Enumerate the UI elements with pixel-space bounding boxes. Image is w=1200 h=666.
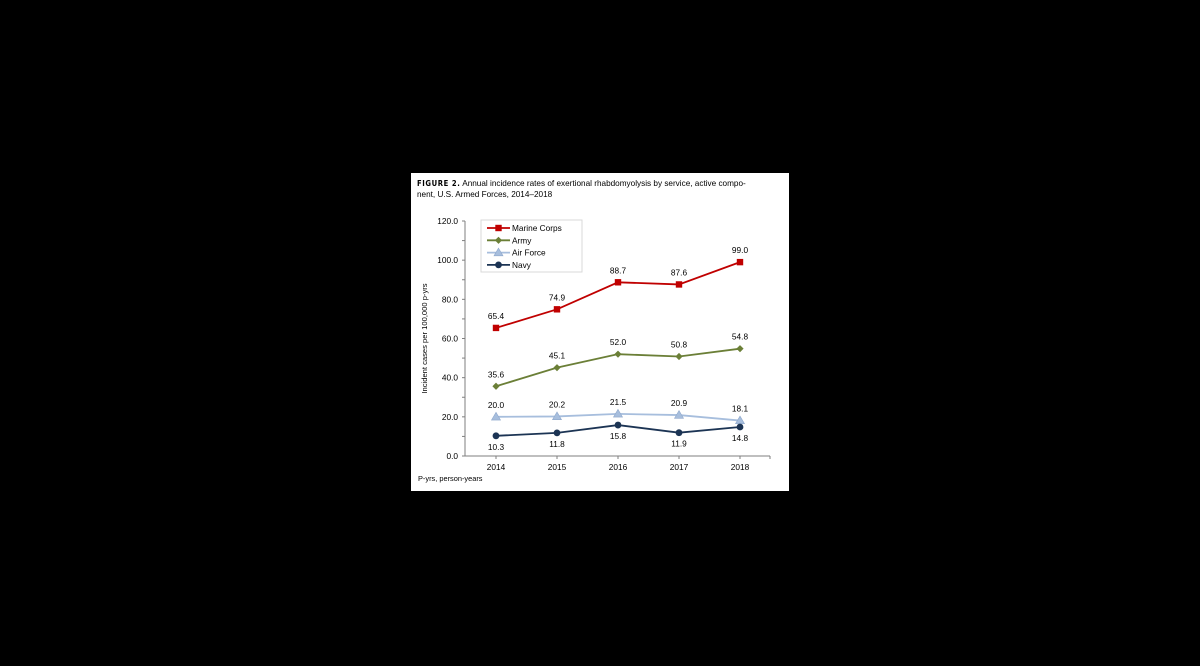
axes: 0.0 20.0 40.0 60.0 80.0 100.0 120.0 2014 2015 201…	[420, 216, 771, 472]
data-label: 65.4	[488, 311, 505, 321]
x-tick-label: 2015	[548, 462, 567, 472]
y-tick-label: 20.0	[442, 412, 459, 422]
y-tick-label: 120.0	[437, 216, 458, 226]
data-label: 20.9	[671, 398, 688, 408]
data-label: 20.0	[488, 400, 505, 410]
x-tick-label: 2014	[487, 462, 506, 472]
data-label: 74.9	[549, 292, 566, 302]
caption-line-1: Annual incidence rates of exertional rha…	[460, 179, 746, 188]
legend-label: Navy	[512, 260, 532, 270]
data-label: 45.1	[549, 351, 566, 361]
legend-item-marine-corps: Marine Corps	[487, 223, 562, 233]
legend-item-navy: Navy	[487, 260, 532, 270]
y-tick-label: 40.0	[442, 373, 459, 383]
data-label: 10.3	[488, 442, 505, 452]
y-tick-label: 100.0	[437, 255, 458, 265]
y-tick-label: 80.0	[442, 294, 459, 304]
legend: Marine Corps Army Air Force Navy	[480, 219, 583, 273]
figure-label: FIGURE 2.	[417, 179, 461, 188]
y-tick-label: 0.0	[446, 451, 458, 461]
data-label: 54.8	[732, 332, 749, 342]
data-label: 99.0	[732, 245, 749, 255]
data-label: 20.2	[549, 399, 566, 409]
legend-label: Army	[512, 235, 532, 245]
data-label: 11.9	[671, 439, 687, 449]
data-label: 88.7	[610, 265, 627, 275]
series-marine-corps: 65.4 74.9 88.7 87.6 99.0	[488, 245, 749, 332]
data-label: 11.8	[549, 439, 565, 449]
caption-line-2: nent, U.S. Armed Forces, 2014–2018	[417, 190, 553, 199]
x-tick-label: 2017	[670, 462, 689, 472]
legend-label: Marine Corps	[512, 223, 562, 233]
data-label: 50.8	[671, 340, 688, 350]
legend-item-air-force: Air Force	[487, 247, 546, 258]
y-axis-label: Incident cases per 100,000 p-yrs	[420, 283, 429, 393]
figure-panel: FIGURE 2. Annual incidence rates of exer…	[411, 173, 789, 491]
legend-item-army: Army	[487, 235, 532, 245]
y-tick-label: 60.0	[442, 334, 459, 344]
data-label: 52.0	[610, 337, 627, 347]
data-label: 21.5	[610, 397, 627, 407]
footnote: P-yrs, person-years	[418, 474, 483, 483]
x-tick-label: 2016	[609, 462, 628, 472]
series-air-force: 20.0 20.2 21.5 20.9 18.1	[488, 397, 749, 425]
x-tick-label: 2018	[731, 462, 750, 472]
data-label: 14.8	[732, 433, 749, 443]
figure-caption: FIGURE 2. Annual incidence rates of exer…	[417, 178, 783, 200]
legend-label: Air Force	[512, 248, 546, 258]
series-navy: 10.3 11.8 15.8 11.9 14.8	[488, 421, 749, 452]
data-label: 87.6	[671, 267, 688, 277]
data-label: 15.8	[610, 431, 627, 441]
line-chart: 0.0 20.0 40.0 60.0 80.0 100.0 120.0 2014 2015 201…	[420, 216, 771, 472]
series-army: 35.6 45.1 52.0 50.8 54.8	[488, 332, 749, 390]
data-label: 18.1	[732, 404, 749, 414]
data-label: 35.6	[488, 369, 505, 379]
